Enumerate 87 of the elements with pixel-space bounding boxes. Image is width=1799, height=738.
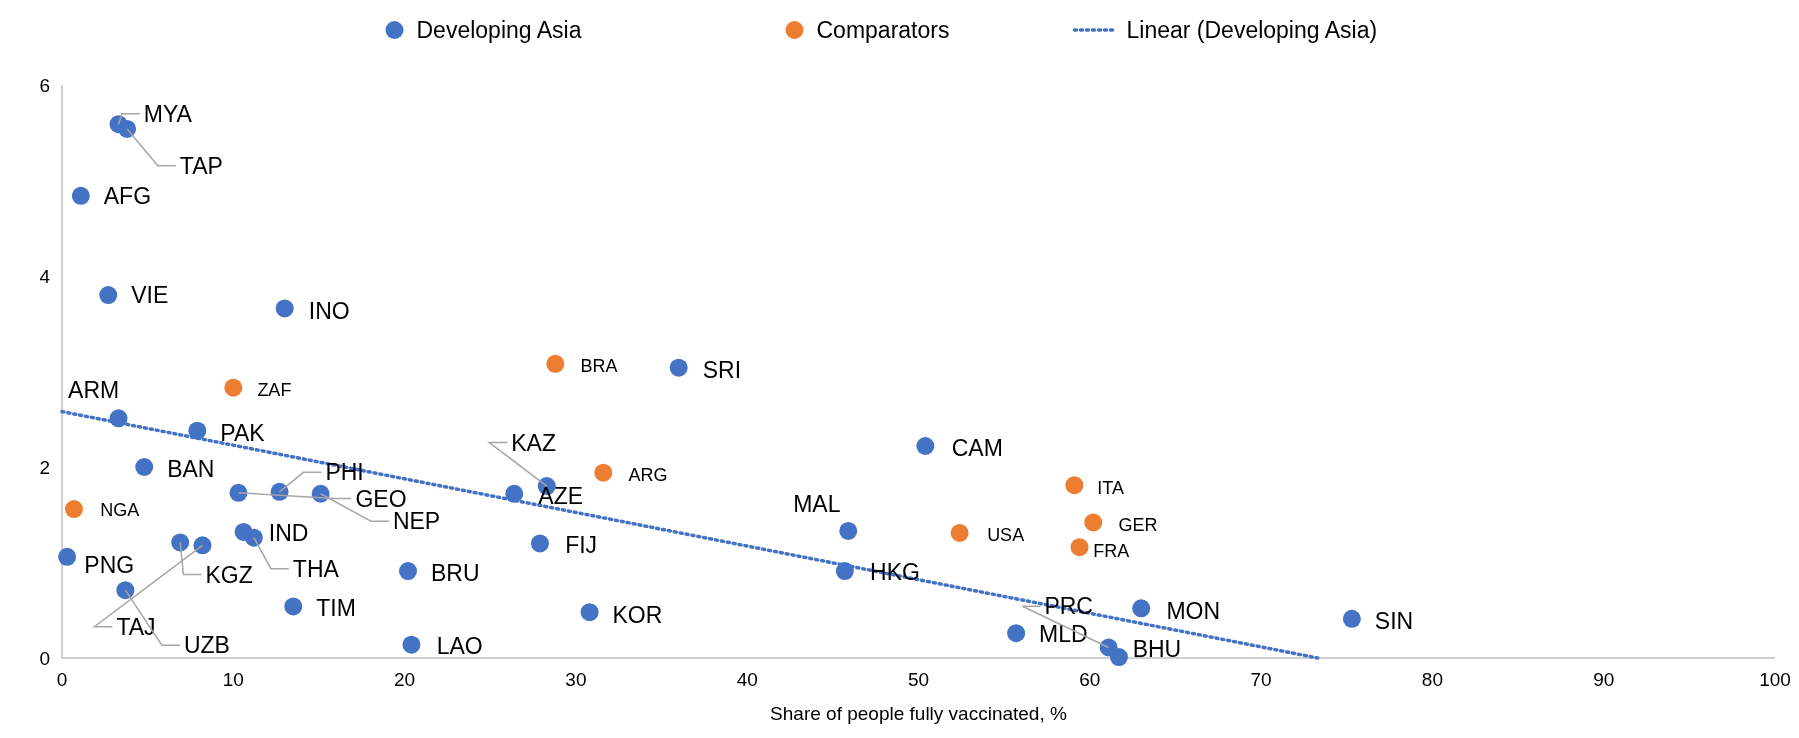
x-tick-label: 100 xyxy=(1759,669,1791,690)
annotation: SIN xyxy=(1374,608,1414,635)
point xyxy=(193,536,212,555)
annotation: CAM xyxy=(951,435,1003,462)
point xyxy=(118,119,137,138)
annotation: BHU xyxy=(1132,636,1182,663)
x-tick-label: 70 xyxy=(1250,669,1272,690)
annotation: SRI xyxy=(702,357,742,384)
x-tick-label: 60 xyxy=(1079,669,1101,690)
point xyxy=(244,528,263,547)
point xyxy=(171,533,190,552)
point xyxy=(546,354,565,373)
x-tick-label: 30 xyxy=(565,669,587,690)
annotation: KOR xyxy=(612,601,663,628)
annotation: TAJ xyxy=(116,613,156,640)
point xyxy=(275,299,294,318)
y-tick-label: 6 xyxy=(39,74,50,96)
annotation: MLD xyxy=(1039,621,1088,648)
annotation: MON xyxy=(1166,597,1221,624)
point xyxy=(530,534,549,553)
x-tick-label: 80 xyxy=(1421,669,1443,690)
legend-label: Linear (Developing Asia) xyxy=(1126,17,1378,44)
point xyxy=(1065,476,1084,495)
annotation: BRA xyxy=(580,356,618,377)
annotation: GER xyxy=(1118,514,1158,535)
point xyxy=(916,436,935,455)
annotation: ARM xyxy=(68,376,120,403)
point xyxy=(116,581,135,600)
point xyxy=(224,378,243,397)
annotation: USA xyxy=(987,525,1025,546)
annotation: PHI xyxy=(325,459,364,486)
x-axis-title: Share of people fully vaccinated, % xyxy=(770,703,1067,724)
y-tick-label: 4 xyxy=(39,265,51,287)
x-tick-label: 40 xyxy=(736,669,758,690)
point xyxy=(58,547,77,566)
point xyxy=(64,500,83,519)
annotation: PAK xyxy=(220,420,266,447)
point xyxy=(135,458,154,476)
point xyxy=(669,358,688,377)
point xyxy=(284,597,303,616)
point xyxy=(1007,624,1026,643)
x-tick-label: 0 xyxy=(56,669,68,690)
annotation: VIE xyxy=(131,282,169,309)
point xyxy=(1132,599,1151,618)
annotation: BRU xyxy=(430,560,480,587)
annotation: TAP xyxy=(179,152,223,179)
point xyxy=(1342,609,1361,628)
point xyxy=(1109,648,1128,667)
legend-label: Comparators xyxy=(816,17,950,44)
point xyxy=(839,521,858,540)
legend-label: Developing Asia xyxy=(416,17,582,44)
annotation: KAZ xyxy=(511,429,556,456)
annotation: FRA xyxy=(1093,540,1130,561)
annotation: ITA xyxy=(1097,477,1124,498)
annotation: MYA xyxy=(143,100,193,127)
annotation: AFG xyxy=(103,182,152,209)
annotation: AZE xyxy=(538,483,584,510)
point xyxy=(950,523,969,542)
annotation: TIM xyxy=(316,594,356,621)
y-tick-label: 0 xyxy=(39,647,50,669)
point xyxy=(1070,538,1089,557)
annotation: KGZ xyxy=(205,561,253,588)
annotation: THA xyxy=(292,555,340,582)
point xyxy=(594,463,613,482)
point xyxy=(71,186,90,205)
annotation: UZB xyxy=(183,632,230,659)
annotation: FIJ xyxy=(565,531,598,558)
annotation: IND xyxy=(268,520,309,547)
annotation: INO xyxy=(308,297,350,324)
x-tick-label: 90 xyxy=(1593,669,1615,690)
point xyxy=(580,603,599,622)
annotation: ZAF xyxy=(257,380,292,401)
annotation: BAN xyxy=(167,456,215,483)
annotation: MAL xyxy=(793,490,841,517)
annotation: PNG xyxy=(84,551,135,578)
point xyxy=(399,562,418,581)
annotation: ARG xyxy=(628,465,668,486)
x-tick-label: 50 xyxy=(907,669,930,690)
annotation: NGA xyxy=(100,500,140,521)
point xyxy=(1084,513,1103,532)
y-tick-label: 2 xyxy=(39,456,50,478)
point xyxy=(402,635,421,654)
annotation: LAO xyxy=(436,632,483,659)
point xyxy=(229,483,248,502)
point xyxy=(99,286,118,305)
x-tick-label: 10 xyxy=(222,669,244,690)
x-tick-label: 20 xyxy=(394,669,416,690)
